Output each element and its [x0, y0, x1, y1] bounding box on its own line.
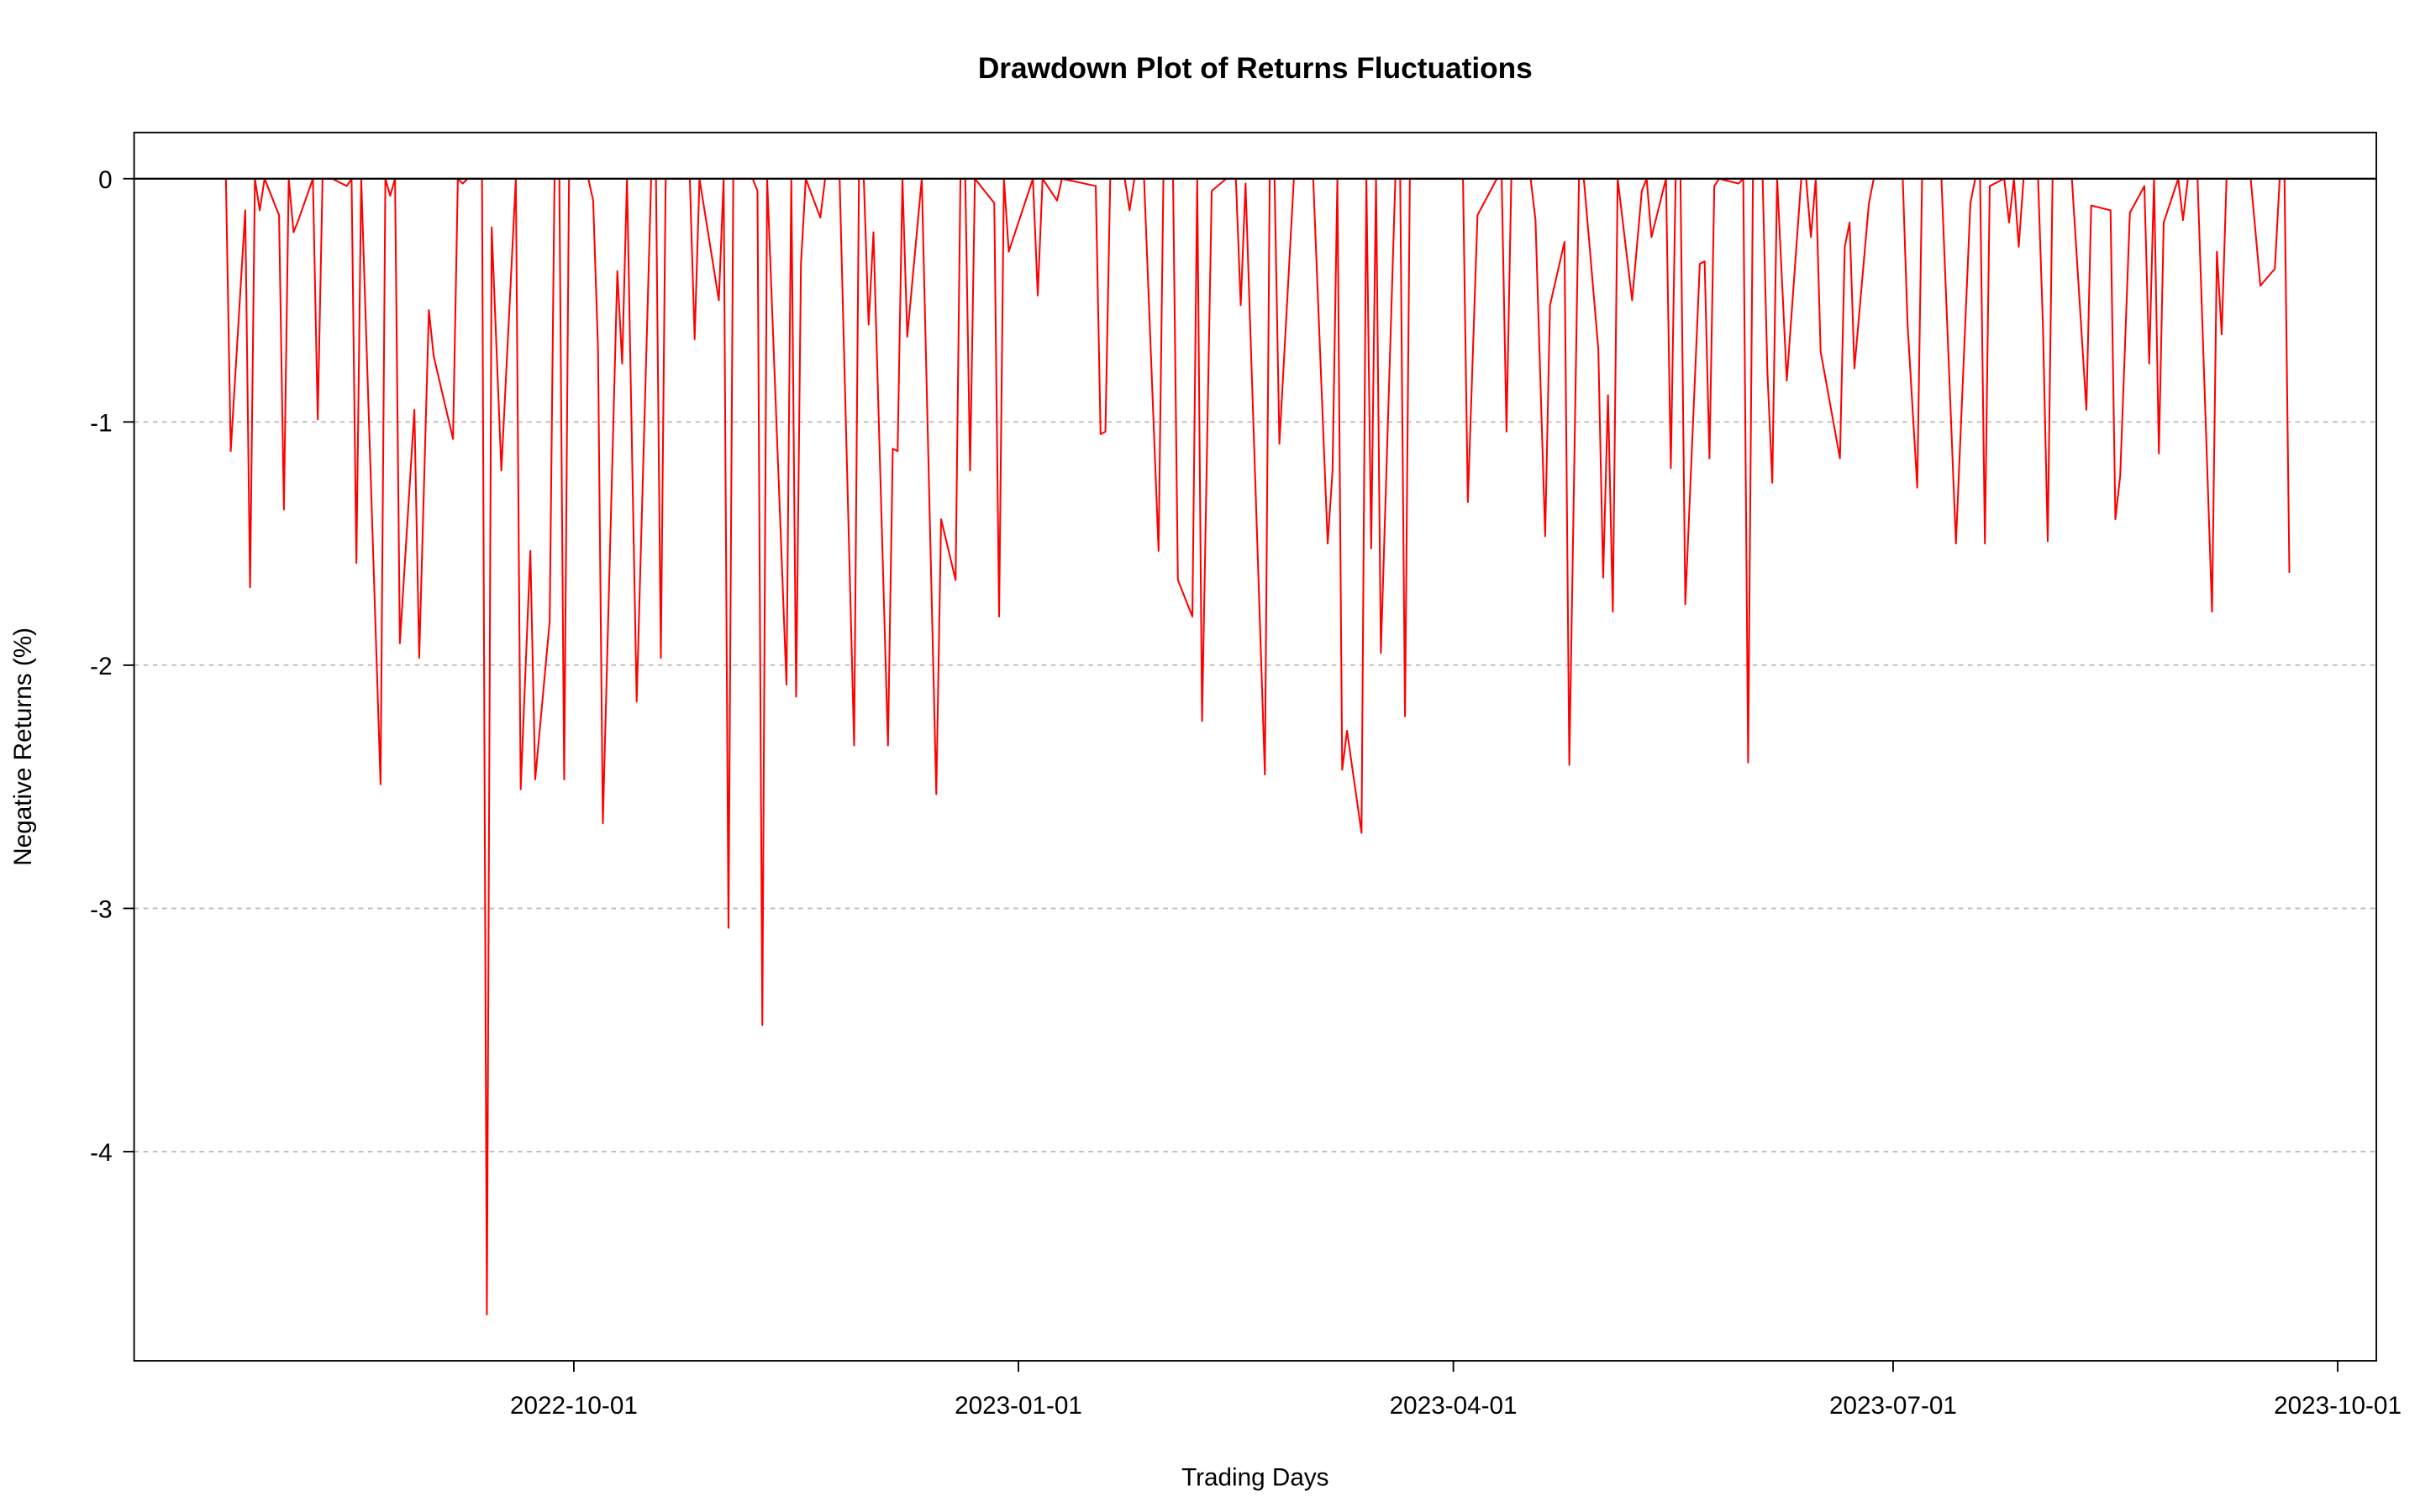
x-tick-label: 2023-07-01 — [1829, 1392, 1957, 1420]
x-tick-label: 2023-01-01 — [955, 1392, 1082, 1420]
y-tick-label: -4 — [90, 1139, 112, 1167]
x-tick-label: 2022-10-01 — [510, 1392, 638, 1420]
y-tick-label: -2 — [90, 653, 112, 680]
x-tick-label: 2023-10-01 — [2274, 1392, 2402, 1420]
x-axis-label: Trading Days — [1181, 1463, 1328, 1491]
y-tick-label: 0 — [98, 166, 113, 194]
data-line — [224, 177, 2291, 1315]
x-tick-label: 2023-04-01 — [1390, 1392, 1518, 1420]
chart-title: Drawdown Plot of Returns Fluctuations — [978, 52, 1533, 85]
y-tick-label: -3 — [90, 896, 112, 924]
y-tick-label: -1 — [90, 409, 112, 437]
y-axis-label: Negative Returns (%) — [9, 627, 37, 866]
plot-frame — [133, 131, 2377, 1362]
